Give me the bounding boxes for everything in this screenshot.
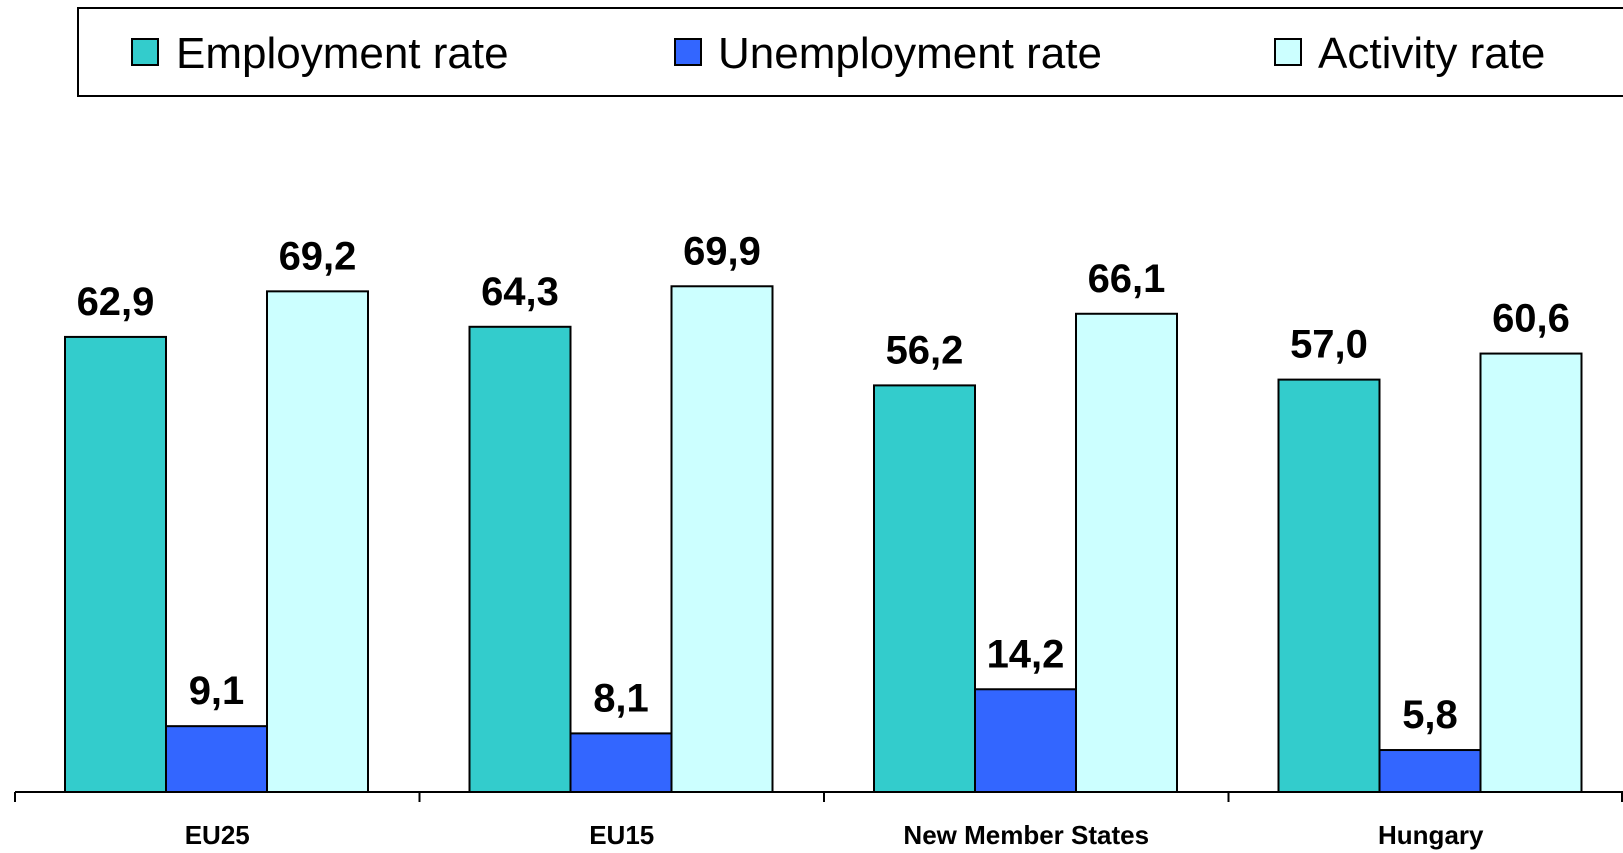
data-label-hungary-activity-rate: 60,6 bbox=[1492, 297, 1570, 341]
bar-hungary-activity-rate bbox=[1479, 352, 1583, 793]
data-label-eu25-employment-rate: 62,9 bbox=[77, 280, 155, 324]
bar-new-member-states-employment-rate bbox=[873, 384, 976, 793]
category-label-eu15: EU15 bbox=[589, 820, 654, 850]
legend: Employment rate Unemployment rate Activity… bbox=[77, 7, 1623, 97]
data-label-eu15-unemployment-rate: 8,1 bbox=[593, 676, 649, 720]
bar-new-member-states-activity-rate bbox=[1075, 312, 1178, 793]
bar-eu25-employment-rate bbox=[64, 335, 167, 793]
data-label-new-member-states-employment-rate: 56,2 bbox=[886, 328, 964, 372]
data-label-eu25-activity-rate: 69,2 bbox=[279, 234, 357, 278]
legend-swatch-employment-rate bbox=[131, 38, 159, 66]
bar-new-member-states-unemployment-rate bbox=[974, 688, 1077, 793]
data-label-new-member-states-activity-rate: 66,1 bbox=[1088, 257, 1166, 301]
category-label-new-member-states: New Member States bbox=[903, 820, 1149, 850]
bar-hungary-employment-rate bbox=[1277, 378, 1381, 793]
legend-box bbox=[77, 7, 1623, 97]
data-label-eu25-unemployment-rate: 9,1 bbox=[189, 669, 245, 713]
data-label-new-member-states-unemployment-rate: 14,2 bbox=[987, 632, 1065, 676]
bar-eu15-unemployment-rate bbox=[569, 732, 673, 793]
legend-label-activity-rate: Activity rate bbox=[1318, 29, 1545, 78]
legend-swatch-activity-rate bbox=[1274, 38, 1302, 66]
data-label-hungary-unemployment-rate: 5,8 bbox=[1402, 693, 1458, 737]
data-label-eu15-employment-rate: 64,3 bbox=[481, 270, 559, 314]
bar-eu25-activity-rate bbox=[266, 290, 369, 793]
data-label-eu15-activity-rate: 69,9 bbox=[683, 229, 761, 273]
bar-eu15-activity-rate bbox=[670, 285, 774, 793]
legend-label-unemployment-rate: Unemployment rate bbox=[718, 29, 1102, 78]
bar-eu15-employment-rate bbox=[468, 325, 572, 793]
x-axis: EU25 EU15 New Member States Hungary bbox=[14, 791, 1623, 850]
legend-swatch-unemployment-rate bbox=[674, 38, 702, 66]
category-label-hungary: Hungary bbox=[1378, 820, 1484, 850]
category-label-eu25: EU25 bbox=[185, 820, 250, 850]
bar-hungary-unemployment-rate bbox=[1378, 749, 1482, 793]
bars: 62,9 9,1 69,2 64,3 8,1 69,9 56,2 14,2 66,1 57,0 5,… bbox=[64, 229, 1583, 793]
legend-label-employment-rate: Employment rate bbox=[176, 29, 509, 78]
bar-eu25-unemployment-rate bbox=[165, 725, 268, 793]
data-label-hungary-employment-rate: 57,0 bbox=[1290, 323, 1368, 367]
